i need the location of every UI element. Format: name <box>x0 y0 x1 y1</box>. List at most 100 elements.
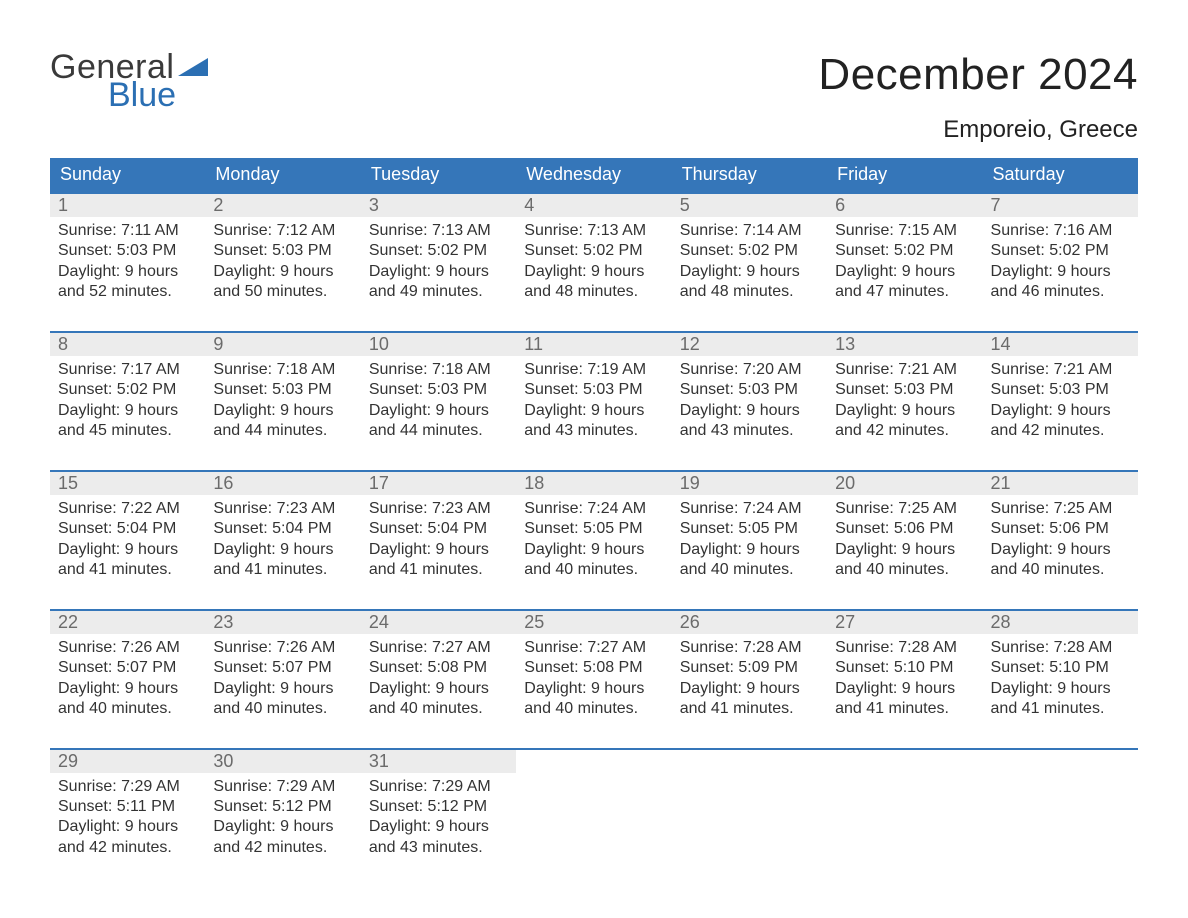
calendar-grid: Sunday Monday Tuesday Wednesday Thursday… <box>50 158 1138 858</box>
daylight-line1: Daylight: 9 hours <box>213 817 352 837</box>
daylight-line2: and 40 minutes. <box>524 560 663 580</box>
day-cell: Sunrise: 7:23 AMSunset: 5:04 PMDaylight:… <box>361 495 516 581</box>
daylight-line2: and 44 minutes. <box>369 421 508 441</box>
day-number: 6 <box>827 194 982 217</box>
sunrise-text: Sunrise: 7:29 AM <box>369 777 508 797</box>
sunset-text: Sunset: 5:03 PM <box>213 380 352 400</box>
sunset-text: Sunset: 5:03 PM <box>991 380 1130 400</box>
daylight-line1: Daylight: 9 hours <box>213 401 352 421</box>
day-number: 3 <box>361 194 516 217</box>
sunrise-text: Sunrise: 7:28 AM <box>991 638 1130 658</box>
daylight-line2: and 50 minutes. <box>213 282 352 302</box>
location-label: Emporeio, Greece <box>818 116 1138 144</box>
sunrise-text: Sunrise: 7:24 AM <box>680 499 819 519</box>
sunset-text: Sunset: 5:03 PM <box>58 241 197 261</box>
sunset-text: Sunset: 5:04 PM <box>213 519 352 539</box>
sunrise-text: Sunrise: 7:26 AM <box>213 638 352 658</box>
sunrise-text: Sunrise: 7:15 AM <box>835 221 974 241</box>
sunset-text: Sunset: 5:02 PM <box>369 241 508 261</box>
daylight-line2: and 41 minutes. <box>991 699 1130 719</box>
sunset-text: Sunset: 5:06 PM <box>835 519 974 539</box>
daylight-line2: and 40 minutes. <box>991 560 1130 580</box>
daylight-line2: and 49 minutes. <box>369 282 508 302</box>
dow-friday: Friday <box>827 158 982 192</box>
day-number: 21 <box>983 472 1138 495</box>
day-cell: Sunrise: 7:12 AMSunset: 5:03 PMDaylight:… <box>205 217 360 303</box>
day-number-row: 891011121314 <box>50 333 1138 356</box>
day-cell <box>672 773 827 859</box>
sunrise-text: Sunrise: 7:21 AM <box>991 360 1130 380</box>
sunset-text: Sunset: 5:08 PM <box>369 658 508 678</box>
daylight-line1: Daylight: 9 hours <box>680 540 819 560</box>
day-cell: Sunrise: 7:25 AMSunset: 5:06 PMDaylight:… <box>827 495 982 581</box>
daylight-line1: Daylight: 9 hours <box>991 401 1130 421</box>
sunrise-text: Sunrise: 7:21 AM <box>835 360 974 380</box>
daylight-line1: Daylight: 9 hours <box>58 262 197 282</box>
daylight-line2: and 47 minutes. <box>835 282 974 302</box>
day-number: 11 <box>516 333 671 356</box>
day-number <box>983 750 1138 773</box>
daylight-line1: Daylight: 9 hours <box>524 679 663 699</box>
sunrise-text: Sunrise: 7:19 AM <box>524 360 663 380</box>
day-body-row: Sunrise: 7:11 AMSunset: 5:03 PMDaylight:… <box>50 217 1138 303</box>
sunrise-text: Sunrise: 7:28 AM <box>680 638 819 658</box>
day-number: 4 <box>516 194 671 217</box>
sunset-text: Sunset: 5:07 PM <box>213 658 352 678</box>
day-cell: Sunrise: 7:29 AMSunset: 5:12 PMDaylight:… <box>361 773 516 859</box>
sunrise-text: Sunrise: 7:11 AM <box>58 221 197 241</box>
daylight-line2: and 46 minutes. <box>991 282 1130 302</box>
sunset-text: Sunset: 5:03 PM <box>524 380 663 400</box>
day-cell: Sunrise: 7:13 AMSunset: 5:02 PMDaylight:… <box>516 217 671 303</box>
sunset-text: Sunset: 5:02 PM <box>991 241 1130 261</box>
day-cell: Sunrise: 7:27 AMSunset: 5:08 PMDaylight:… <box>361 634 516 720</box>
day-body-row: Sunrise: 7:26 AMSunset: 5:07 PMDaylight:… <box>50 634 1138 720</box>
day-number: 22 <box>50 611 205 634</box>
day-cell: Sunrise: 7:27 AMSunset: 5:08 PMDaylight:… <box>516 634 671 720</box>
sunrise-text: Sunrise: 7:25 AM <box>991 499 1130 519</box>
sunset-text: Sunset: 5:03 PM <box>369 380 508 400</box>
sunset-text: Sunset: 5:03 PM <box>213 241 352 261</box>
sunrise-text: Sunrise: 7:13 AM <box>369 221 508 241</box>
daylight-line2: and 40 minutes. <box>835 560 974 580</box>
sunrise-text: Sunrise: 7:26 AM <box>58 638 197 658</box>
sunset-text: Sunset: 5:02 PM <box>58 380 197 400</box>
daylight-line1: Daylight: 9 hours <box>58 540 197 560</box>
sunrise-text: Sunrise: 7:28 AM <box>835 638 974 658</box>
day-number-row: 22232425262728 <box>50 611 1138 634</box>
day-cell: Sunrise: 7:21 AMSunset: 5:03 PMDaylight:… <box>983 356 1138 442</box>
sunset-text: Sunset: 5:12 PM <box>369 797 508 817</box>
month-title: December 2024 <box>818 50 1138 100</box>
daylight-line2: and 41 minutes. <box>369 560 508 580</box>
day-number-row: 1234567 <box>50 194 1138 217</box>
day-cell <box>516 773 671 859</box>
sunset-text: Sunset: 5:02 PM <box>524 241 663 261</box>
weeks-container: 1234567Sunrise: 7:11 AMSunset: 5:03 PMDa… <box>50 192 1138 858</box>
sunset-text: Sunset: 5:03 PM <box>680 380 819 400</box>
day-number: 14 <box>983 333 1138 356</box>
daylight-line2: and 43 minutes. <box>524 421 663 441</box>
day-cell: Sunrise: 7:18 AMSunset: 5:03 PMDaylight:… <box>205 356 360 442</box>
day-cell: Sunrise: 7:15 AMSunset: 5:02 PMDaylight:… <box>827 217 982 303</box>
daylight-line1: Daylight: 9 hours <box>835 540 974 560</box>
day-number: 24 <box>361 611 516 634</box>
day-body-row: Sunrise: 7:29 AMSunset: 5:11 PMDaylight:… <box>50 773 1138 859</box>
sunrise-text: Sunrise: 7:23 AM <box>213 499 352 519</box>
daylight-line2: and 48 minutes. <box>524 282 663 302</box>
day-cell: Sunrise: 7:17 AMSunset: 5:02 PMDaylight:… <box>50 356 205 442</box>
day-number: 30 <box>205 750 360 773</box>
daylight-line1: Daylight: 9 hours <box>835 401 974 421</box>
daylight-line2: and 40 minutes. <box>524 699 663 719</box>
day-cell: Sunrise: 7:24 AMSunset: 5:05 PMDaylight:… <box>672 495 827 581</box>
sunset-text: Sunset: 5:10 PM <box>991 658 1130 678</box>
day-number: 27 <box>827 611 982 634</box>
sunrise-text: Sunrise: 7:16 AM <box>991 221 1130 241</box>
day-number: 1 <box>50 194 205 217</box>
day-number: 8 <box>50 333 205 356</box>
daylight-line2: and 52 minutes. <box>58 282 197 302</box>
daylight-line1: Daylight: 9 hours <box>213 540 352 560</box>
day-number-row: 15161718192021 <box>50 472 1138 495</box>
day-number: 9 <box>205 333 360 356</box>
dow-sunday: Sunday <box>50 158 205 192</box>
dow-monday: Monday <box>205 158 360 192</box>
day-cell: Sunrise: 7:25 AMSunset: 5:06 PMDaylight:… <box>983 495 1138 581</box>
